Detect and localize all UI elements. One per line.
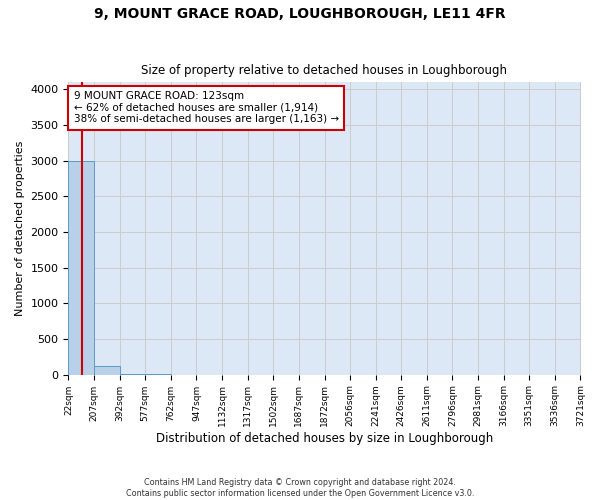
Bar (68, 160, 94, 374)
Bar (94, 366, 119, 374)
Y-axis label: Number of detached properties: Number of detached properties (15, 141, 25, 316)
Text: 9 MOUNT GRACE ROAD: 123sqm
← 62% of detached houses are smaller (1,914)
38% of s: 9 MOUNT GRACE ROAD: 123sqm ← 62% of deta… (74, 91, 338, 124)
Text: Contains HM Land Registry data © Crown copyright and database right 2024.
Contai: Contains HM Land Registry data © Crown c… (126, 478, 474, 498)
X-axis label: Distribution of detached houses by size in Loughborough: Distribution of detached houses by size … (156, 432, 493, 445)
Text: 9, MOUNT GRACE ROAD, LOUGHBOROUGH, LE11 4FR: 9, MOUNT GRACE ROAD, LOUGHBOROUGH, LE11 … (94, 8, 506, 22)
Title: Size of property relative to detached houses in Loughborough: Size of property relative to detached ho… (142, 64, 508, 77)
